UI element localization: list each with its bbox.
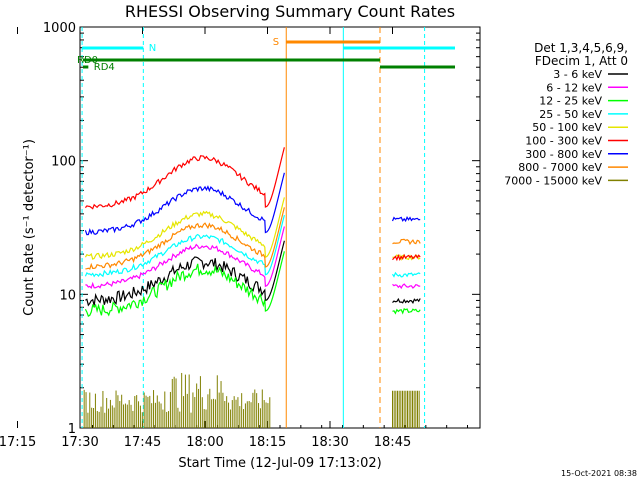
- legend-label: 3 - 6 keV: [553, 68, 602, 81]
- flag-label: N: [149, 43, 156, 54]
- legend-label: 50 - 100 keV: [532, 121, 602, 134]
- x-tick-label: 17:15: [0, 435, 36, 450]
- x-tick-label: 18:45: [374, 435, 411, 450]
- x-axis-label: Start Time (12-Jul-09 17:13:02): [178, 456, 381, 471]
- series-line: [391, 271, 421, 278]
- y-tick-label: 10: [59, 288, 76, 303]
- series-line: [85, 226, 285, 290]
- legend-label: 6 - 12 keV: [546, 81, 602, 94]
- x-tick-label: 17:45: [124, 435, 161, 450]
- footer-date: 15-Oct-2021 08:38: [561, 469, 637, 478]
- legend-label: 100 - 300 keV: [525, 135, 602, 148]
- series-line: [392, 238, 421, 246]
- flag-label: S: [273, 37, 279, 48]
- series-line: [392, 283, 421, 290]
- legend-label: 800 - 7000 keV: [518, 161, 602, 174]
- y-tick-label: 1: [68, 422, 76, 437]
- y-tick-label: 1000: [43, 21, 76, 36]
- y-tick-label: 100: [51, 155, 76, 170]
- flag-label: RD4: [94, 62, 115, 73]
- legend-header: FDecim 1, Att 0: [535, 54, 628, 68]
- series-line: [84, 172, 285, 236]
- series-line: [391, 216, 421, 223]
- x-tick-label: 17:30: [61, 435, 98, 450]
- legend-header: Det 1,3,4,5,6,9,: [534, 41, 628, 55]
- series-line: [84, 251, 285, 317]
- series-line: [84, 147, 285, 210]
- legend-label: 12 - 25 keV: [539, 95, 602, 108]
- series-line: [85, 207, 285, 270]
- series-line: [392, 253, 421, 262]
- series-line: [392, 308, 421, 315]
- legend-label: 25 - 50 keV: [539, 108, 602, 121]
- series-line: [84, 197, 285, 260]
- x-tick-label: 18:00: [186, 435, 223, 450]
- series-line: [392, 297, 421, 304]
- x-tick-label: 18:30: [311, 435, 348, 450]
- legend-label: 300 - 800 keV: [525, 148, 602, 161]
- series-line: [84, 214, 285, 278]
- flag-label: RD0: [77, 55, 98, 66]
- x-tick-label: 18:15: [249, 435, 286, 450]
- y-axis-label: Count Rate (s⁻¹ detector⁻¹): [22, 139, 37, 316]
- chart-title: RHESSI Observing Summary Count Rates: [125, 2, 455, 21]
- legend-label: 7000 - 15000 keV: [504, 174, 602, 187]
